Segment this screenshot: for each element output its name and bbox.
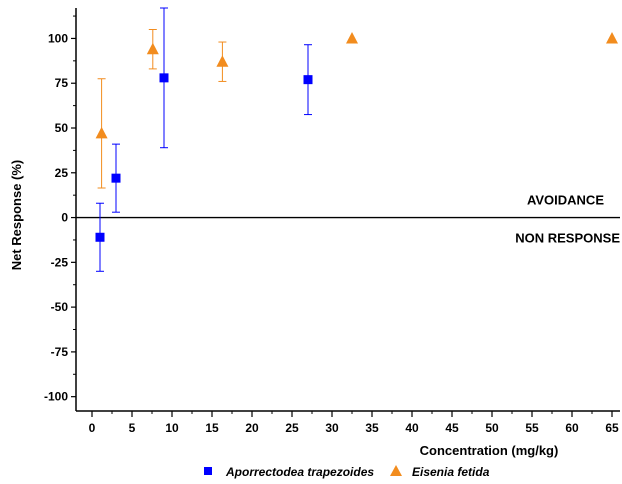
ticks: -100 -75 -50 -25 0 25 50 75 100 0 5 10 15 20 25 30 35 40 4… xyxy=(44,15,619,435)
legend-label-aporrectodea: Aporrectodea trapezoides xyxy=(225,465,374,479)
x-tick-label: 0 xyxy=(89,421,96,435)
series-aporrectodea xyxy=(95,7,313,272)
data-point-square xyxy=(303,75,313,85)
data-series xyxy=(95,7,618,272)
data-point-triangle xyxy=(95,126,108,139)
y-tick-label: -100 xyxy=(44,390,68,404)
y-axis-title: Net Response (%) xyxy=(9,160,24,271)
y-tick-label: -50 xyxy=(51,300,69,314)
x-tick-label: 65 xyxy=(605,421,619,435)
data-point-triangle xyxy=(216,55,229,67)
annotation-avoidance: AVOIDANCE xyxy=(527,193,604,208)
axes xyxy=(75,8,620,412)
legend-marker-eisenia xyxy=(390,465,402,476)
y-tick-label: -75 xyxy=(51,345,69,359)
legend: Aporrectodea trapezoides Eisenia fetida xyxy=(204,465,490,479)
x-tick-label: 30 xyxy=(325,421,339,435)
x-tick-label: 45 xyxy=(445,421,459,435)
y-tick-label: 0 xyxy=(61,211,68,225)
x-tick-label: 25 xyxy=(285,421,299,435)
x-tick-label: 55 xyxy=(525,421,539,435)
y-tick-label: 100 xyxy=(48,31,68,45)
legend-label-eisenia: Eisenia fetida xyxy=(412,465,490,479)
data-point-triangle xyxy=(606,31,618,44)
series-eisenia xyxy=(95,28,618,189)
x-tick-label: 20 xyxy=(245,421,259,435)
y-tick-label: 75 xyxy=(55,76,69,90)
x-tick-label: 60 xyxy=(565,421,579,435)
y-tick-label: -25 xyxy=(51,255,69,269)
y-tick-label: 25 xyxy=(55,166,69,180)
x-tick-label: 5 xyxy=(129,421,136,435)
x-tick-label: 50 xyxy=(485,421,499,435)
x-axis-title: Concentration (mg/kg) xyxy=(420,443,559,458)
y-tick-label: 50 xyxy=(55,121,69,135)
x-tick-label: 35 xyxy=(365,421,379,435)
legend-marker-aporrectodea xyxy=(204,467,212,475)
annotation-non-response: NON RESPONSE xyxy=(515,231,620,246)
data-point-triangle xyxy=(346,31,358,44)
x-tick-label: 10 xyxy=(165,421,179,435)
x-tick-label: 15 xyxy=(205,421,219,435)
data-point-square xyxy=(111,173,121,183)
data-point-triangle xyxy=(146,42,159,55)
x-tick-label: 40 xyxy=(405,421,419,435)
data-point-square xyxy=(95,232,105,242)
data-point-square xyxy=(159,73,169,83)
